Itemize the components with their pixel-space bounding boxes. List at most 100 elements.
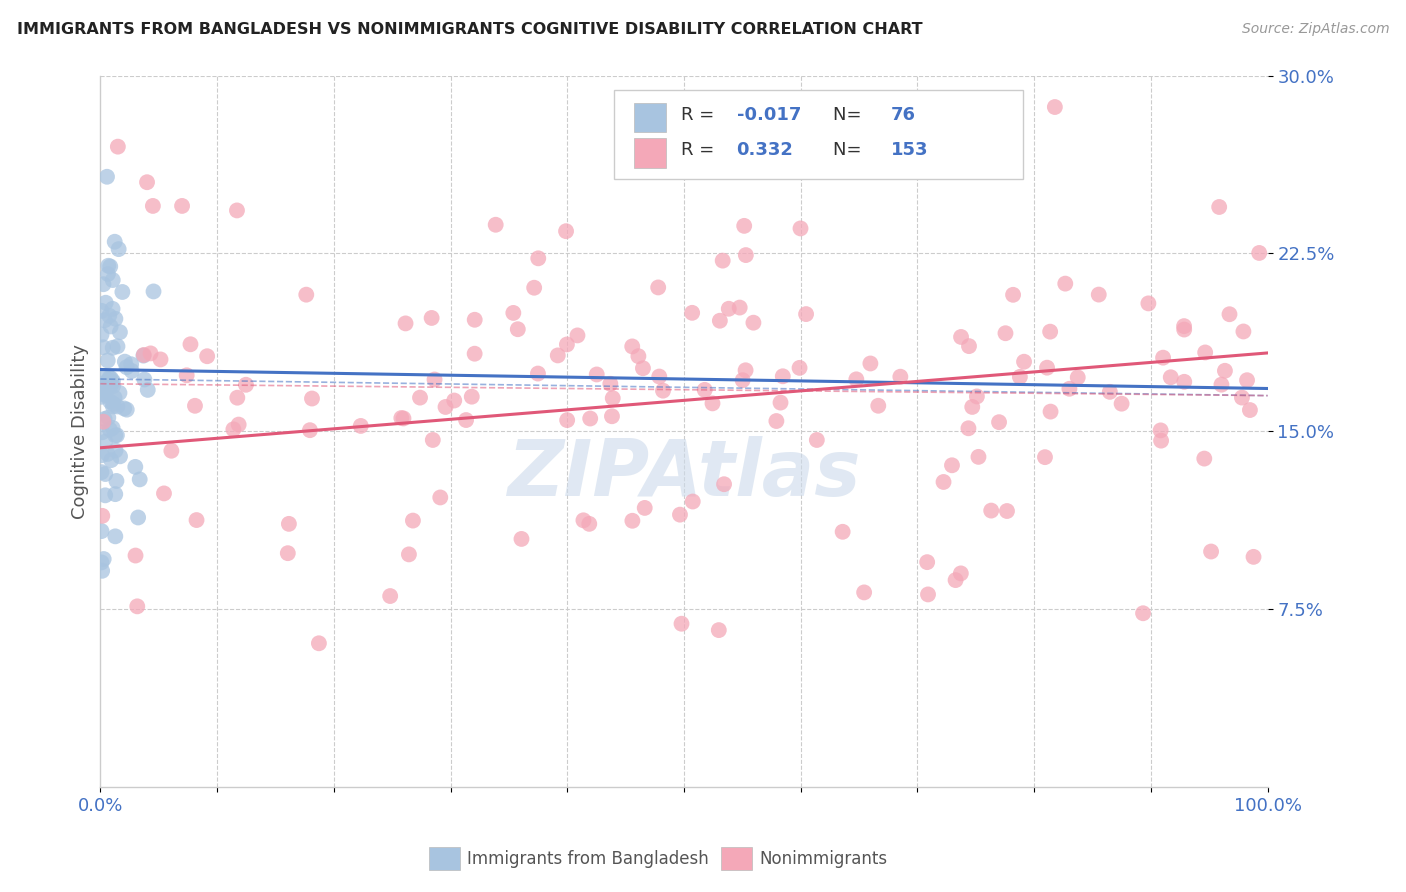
Point bbox=[502, 306, 524, 320]
Point bbox=[104, 311, 127, 326]
Point bbox=[1098, 384, 1121, 399]
Point bbox=[90, 524, 112, 538]
Point bbox=[389, 411, 412, 425]
Point bbox=[104, 529, 127, 543]
Point bbox=[93, 552, 115, 566]
Point bbox=[121, 364, 143, 378]
Point bbox=[734, 363, 756, 377]
Point bbox=[298, 423, 321, 437]
Point bbox=[1111, 397, 1133, 411]
Point bbox=[806, 433, 828, 447]
Point bbox=[1039, 325, 1062, 339]
Point bbox=[932, 475, 955, 489]
Point bbox=[434, 400, 457, 414]
Point bbox=[90, 327, 112, 342]
Point bbox=[464, 347, 486, 361]
Point bbox=[111, 285, 134, 299]
Point bbox=[195, 349, 218, 363]
Point bbox=[170, 199, 193, 213]
Point bbox=[90, 390, 112, 404]
Point bbox=[132, 348, 155, 362]
Point bbox=[350, 419, 373, 434]
Point bbox=[128, 472, 150, 486]
Point bbox=[409, 391, 432, 405]
Point bbox=[402, 514, 425, 528]
Point bbox=[136, 175, 159, 189]
Point bbox=[510, 532, 533, 546]
Point bbox=[567, 328, 589, 343]
Point bbox=[115, 360, 138, 375]
Point bbox=[1160, 370, 1182, 384]
Point bbox=[523, 281, 546, 295]
Point bbox=[1232, 325, 1254, 339]
Point bbox=[392, 411, 415, 425]
Point bbox=[100, 319, 122, 334]
Text: 153: 153 bbox=[890, 141, 928, 159]
Y-axis label: Cognitive Disability: Cognitive Disability bbox=[72, 343, 89, 518]
Point bbox=[709, 314, 731, 328]
Point bbox=[101, 421, 124, 435]
Point bbox=[1054, 277, 1077, 291]
Text: Immigrants from Bangladesh: Immigrants from Bangladesh bbox=[467, 850, 709, 868]
Point bbox=[1199, 544, 1222, 558]
Text: 76: 76 bbox=[890, 105, 915, 124]
Point bbox=[93, 277, 115, 292]
Point bbox=[153, 486, 176, 500]
Point bbox=[90, 376, 112, 391]
Point bbox=[394, 317, 416, 331]
Point bbox=[966, 389, 988, 403]
Point bbox=[621, 339, 644, 353]
Text: -0.017: -0.017 bbox=[737, 105, 801, 124]
FancyBboxPatch shape bbox=[634, 103, 666, 132]
Point bbox=[769, 395, 792, 409]
Point bbox=[831, 524, 853, 539]
Point bbox=[93, 415, 115, 429]
Point bbox=[101, 374, 124, 388]
Text: R =: R = bbox=[681, 105, 720, 124]
Point bbox=[226, 391, 249, 405]
Point bbox=[127, 510, 149, 524]
Point bbox=[98, 309, 121, 323]
Point bbox=[464, 312, 486, 326]
Point bbox=[579, 411, 602, 425]
Point bbox=[702, 396, 724, 410]
Point bbox=[124, 459, 146, 474]
Point bbox=[1194, 345, 1216, 359]
Point bbox=[1149, 424, 1171, 438]
Point bbox=[859, 356, 882, 370]
Point bbox=[235, 377, 257, 392]
Point bbox=[93, 313, 115, 327]
Point bbox=[1008, 369, 1031, 384]
Point bbox=[1036, 360, 1059, 375]
Text: 0.332: 0.332 bbox=[737, 141, 793, 159]
Point bbox=[1213, 364, 1236, 378]
Point bbox=[149, 352, 172, 367]
Point bbox=[97, 267, 120, 281]
Point bbox=[671, 616, 693, 631]
Point bbox=[707, 623, 730, 637]
Point bbox=[100, 371, 122, 385]
Point bbox=[1132, 607, 1154, 621]
Point bbox=[176, 368, 198, 383]
Point bbox=[91, 564, 114, 578]
Point bbox=[277, 546, 299, 560]
Point bbox=[734, 248, 756, 262]
Point bbox=[90, 448, 112, 462]
Point bbox=[1150, 434, 1173, 448]
Point bbox=[454, 413, 477, 427]
Point bbox=[1152, 351, 1174, 365]
Text: N=: N= bbox=[834, 141, 868, 159]
Point bbox=[1208, 200, 1230, 214]
Point bbox=[1137, 296, 1160, 310]
Point bbox=[952, 135, 974, 149]
Point bbox=[669, 508, 692, 522]
Point bbox=[1211, 377, 1233, 392]
Point bbox=[422, 433, 444, 447]
Point bbox=[600, 409, 623, 424]
FancyBboxPatch shape bbox=[634, 138, 666, 168]
Point bbox=[717, 301, 740, 316]
Point bbox=[1249, 246, 1271, 260]
Point bbox=[794, 307, 817, 321]
Point bbox=[957, 421, 980, 435]
Point bbox=[742, 316, 765, 330]
